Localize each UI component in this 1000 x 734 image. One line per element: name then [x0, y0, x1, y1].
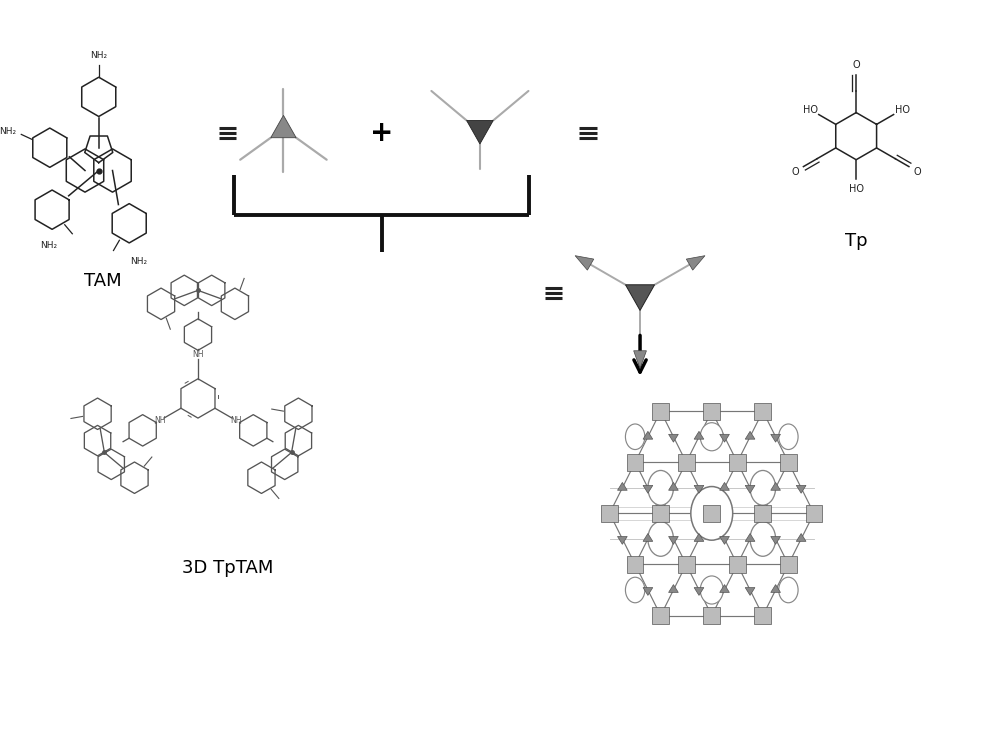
Polygon shape	[643, 588, 653, 595]
Ellipse shape	[750, 522, 776, 556]
Polygon shape	[745, 588, 755, 595]
Text: HO: HO	[849, 184, 864, 195]
Text: O: O	[852, 60, 860, 70]
Text: NH₂: NH₂	[0, 128, 16, 137]
Bar	[703, 403, 720, 420]
Polygon shape	[271, 115, 296, 138]
Bar	[754, 505, 771, 522]
Polygon shape	[720, 584, 729, 592]
Text: 3D TpTAM: 3D TpTAM	[182, 559, 273, 578]
Text: NH: NH	[192, 349, 204, 359]
Polygon shape	[720, 482, 729, 490]
Bar	[754, 403, 771, 420]
Polygon shape	[745, 534, 755, 542]
Polygon shape	[686, 255, 705, 270]
Bar	[627, 556, 643, 573]
Polygon shape	[796, 485, 806, 493]
Polygon shape	[669, 584, 678, 592]
Bar	[754, 607, 771, 624]
Text: NH: NH	[231, 416, 242, 425]
Bar	[780, 454, 797, 470]
Polygon shape	[643, 432, 653, 439]
Text: HO: HO	[895, 105, 910, 115]
Bar	[703, 505, 720, 522]
Bar	[652, 505, 669, 522]
Bar	[678, 454, 695, 470]
Ellipse shape	[750, 470, 776, 505]
Text: NH₂: NH₂	[130, 257, 148, 266]
Text: HO: HO	[803, 105, 818, 115]
Bar	[627, 454, 643, 470]
Polygon shape	[643, 485, 653, 493]
Text: TAM: TAM	[84, 272, 121, 289]
Ellipse shape	[700, 423, 723, 451]
Polygon shape	[669, 537, 678, 545]
Polygon shape	[643, 534, 653, 542]
Bar	[729, 454, 746, 470]
Ellipse shape	[648, 470, 673, 505]
Text: NH₂: NH₂	[40, 241, 57, 250]
Ellipse shape	[779, 577, 798, 603]
Polygon shape	[694, 588, 704, 595]
Bar	[652, 403, 669, 420]
Text: O: O	[914, 167, 921, 176]
Polygon shape	[617, 537, 627, 545]
Polygon shape	[669, 482, 678, 490]
Polygon shape	[694, 534, 704, 542]
Bar	[703, 607, 720, 624]
Polygon shape	[771, 482, 780, 490]
Polygon shape	[575, 255, 594, 270]
Polygon shape	[617, 482, 627, 490]
Polygon shape	[771, 435, 780, 442]
Polygon shape	[720, 435, 729, 442]
Ellipse shape	[691, 487, 733, 540]
Polygon shape	[796, 534, 806, 542]
Bar	[601, 505, 618, 522]
Ellipse shape	[648, 522, 673, 556]
Text: O: O	[791, 167, 799, 176]
Bar	[780, 556, 797, 573]
Bar	[729, 556, 746, 573]
Polygon shape	[634, 351, 646, 368]
Bar	[678, 556, 695, 573]
Bar	[652, 607, 669, 624]
Ellipse shape	[779, 424, 798, 449]
Polygon shape	[694, 485, 704, 493]
Polygon shape	[771, 537, 780, 545]
Bar	[806, 505, 822, 522]
Text: NH: NH	[154, 416, 165, 425]
Polygon shape	[745, 485, 755, 493]
Ellipse shape	[625, 424, 645, 449]
Ellipse shape	[700, 576, 723, 604]
Polygon shape	[771, 584, 780, 592]
Polygon shape	[694, 432, 704, 439]
Polygon shape	[467, 120, 493, 144]
Polygon shape	[669, 435, 678, 442]
Text: +: +	[370, 119, 393, 148]
Ellipse shape	[625, 577, 645, 603]
Polygon shape	[626, 285, 655, 310]
Polygon shape	[745, 432, 755, 439]
Text: Tp: Tp	[845, 232, 867, 250]
Polygon shape	[720, 537, 729, 545]
Text: NH₂: NH₂	[90, 51, 107, 59]
